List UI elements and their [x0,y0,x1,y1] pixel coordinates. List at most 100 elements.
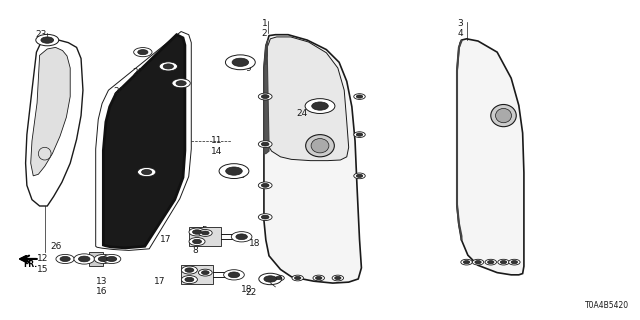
Circle shape [511,260,518,264]
Text: 9: 9 [246,63,252,73]
Circle shape [264,276,276,282]
Text: 24: 24 [296,108,308,117]
Ellipse shape [38,147,51,160]
Polygon shape [96,32,191,251]
Text: 17: 17 [160,236,172,244]
Circle shape [223,270,244,280]
Circle shape [172,79,190,88]
Text: 18: 18 [241,285,252,294]
Text: 20: 20 [132,68,144,77]
Circle shape [261,215,269,219]
Circle shape [138,50,148,55]
Circle shape [313,275,324,281]
Circle shape [181,266,197,274]
Circle shape [36,34,59,46]
Circle shape [273,275,284,281]
Circle shape [332,275,344,281]
Text: 7: 7 [209,236,214,244]
Text: 20: 20 [113,87,125,96]
Circle shape [294,276,301,280]
Text: 6: 6 [193,236,198,244]
Text: 25: 25 [166,99,178,108]
Circle shape [193,230,202,234]
Circle shape [292,275,303,281]
Circle shape [232,58,248,67]
Circle shape [202,231,209,235]
Circle shape [79,256,90,262]
Circle shape [102,254,121,264]
Circle shape [305,99,335,114]
Circle shape [259,93,272,100]
Circle shape [134,48,152,57]
Circle shape [259,214,272,220]
Circle shape [356,133,363,136]
Text: 11: 11 [211,136,223,146]
Circle shape [228,272,240,278]
Circle shape [198,269,212,276]
Text: 14: 14 [211,147,223,156]
Circle shape [356,174,363,178]
Text: 10: 10 [235,172,246,180]
Circle shape [461,259,472,265]
Text: 5: 5 [201,226,207,235]
Circle shape [202,271,209,275]
Circle shape [231,232,252,242]
FancyBboxPatch shape [189,227,221,246]
Circle shape [74,254,95,264]
Polygon shape [264,35,362,283]
Circle shape [472,259,484,265]
Circle shape [193,239,202,244]
Text: 17: 17 [154,277,165,286]
Ellipse shape [306,135,334,157]
Circle shape [185,268,194,272]
Circle shape [259,141,272,148]
Circle shape [198,229,212,236]
Ellipse shape [495,108,511,123]
Circle shape [335,276,341,280]
Circle shape [236,234,247,240]
Circle shape [226,167,243,175]
Circle shape [275,276,282,280]
Text: 13: 13 [96,277,108,286]
Text: FR.: FR. [24,260,38,269]
Circle shape [159,62,177,71]
Circle shape [41,37,54,43]
Ellipse shape [311,139,329,153]
Text: 15: 15 [37,265,49,274]
Text: 8: 8 [193,246,198,255]
Circle shape [189,228,205,236]
Circle shape [488,260,494,264]
Circle shape [141,170,152,175]
Circle shape [354,132,365,138]
Circle shape [356,95,363,98]
Text: 1: 1 [262,19,268,28]
Text: 3: 3 [458,19,463,28]
Text: 26: 26 [50,242,61,251]
Text: 2: 2 [262,29,268,38]
Polygon shape [103,35,185,248]
Circle shape [219,164,249,179]
Text: 16: 16 [96,287,108,296]
Circle shape [163,64,173,69]
Text: 22: 22 [246,288,257,297]
Text: 21: 21 [128,182,140,191]
Text: T0A4B5420: T0A4B5420 [585,301,629,310]
Circle shape [354,173,365,179]
Circle shape [354,94,365,100]
Circle shape [176,81,186,86]
Circle shape [106,256,116,261]
Polygon shape [31,47,70,176]
Circle shape [138,167,156,177]
FancyBboxPatch shape [181,265,213,284]
Circle shape [261,95,269,99]
Circle shape [259,182,272,189]
Text: 19: 19 [111,230,123,239]
Polygon shape [264,40,269,154]
Circle shape [189,237,205,245]
Text: 12: 12 [37,254,49,263]
Polygon shape [26,39,83,206]
Circle shape [498,259,509,265]
Circle shape [259,273,282,285]
Circle shape [56,254,74,264]
Circle shape [94,254,113,264]
